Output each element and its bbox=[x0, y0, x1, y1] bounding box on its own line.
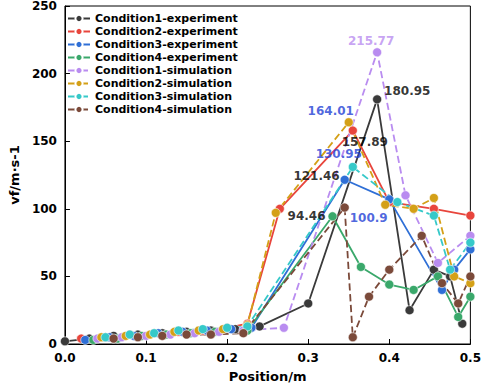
svg-text:130.95: 130.95 bbox=[316, 147, 362, 161]
svg-text:Condition2-simulation: Condition2-simulation bbox=[95, 77, 232, 90]
svg-text:Position/m: Position/m bbox=[229, 369, 307, 384]
svg-text:0: 0 bbox=[49, 337, 57, 351]
svg-text:0.3: 0.3 bbox=[298, 351, 319, 365]
svg-text:100.9: 100.9 bbox=[350, 211, 388, 225]
svg-text:164.01: 164.01 bbox=[308, 104, 354, 118]
svg-text:121.46: 121.46 bbox=[293, 169, 339, 183]
svg-text:Condition1-experiment: Condition1-experiment bbox=[95, 12, 238, 25]
svg-text:94.46: 94.46 bbox=[288, 209, 326, 223]
svg-text:0.5: 0.5 bbox=[460, 351, 481, 365]
svg-text:Condition3-simulation: Condition3-simulation bbox=[95, 90, 232, 103]
svg-text:50: 50 bbox=[40, 269, 57, 283]
svg-text:0.1: 0.1 bbox=[135, 351, 156, 365]
svg-text:0.0: 0.0 bbox=[54, 351, 75, 365]
svg-text:100: 100 bbox=[32, 202, 57, 216]
svg-text:0.4: 0.4 bbox=[379, 351, 400, 365]
svg-text:200: 200 bbox=[32, 67, 57, 81]
svg-text:0.2: 0.2 bbox=[216, 351, 237, 365]
svg-text:150: 150 bbox=[32, 134, 57, 148]
svg-text:Condition4-experiment: Condition4-experiment bbox=[95, 51, 238, 64]
svg-text:Condition2-experiment: Condition2-experiment bbox=[95, 25, 238, 38]
svg-text:Condition3-experiment: Condition3-experiment bbox=[95, 38, 238, 51]
svg-text:Condition4-simulation: Condition4-simulation bbox=[95, 103, 232, 116]
svg-text:157.89: 157.89 bbox=[341, 134, 388, 149]
svg-text:vf/m·s-1: vf/m·s-1 bbox=[7, 145, 22, 205]
svg-text:Condition1-simulation: Condition1-simulation bbox=[95, 64, 232, 77]
svg-text:215.77: 215.77 bbox=[348, 34, 394, 48]
svg-text:180.95: 180.95 bbox=[384, 84, 430, 98]
svg-text:250: 250 bbox=[32, 0, 57, 13]
